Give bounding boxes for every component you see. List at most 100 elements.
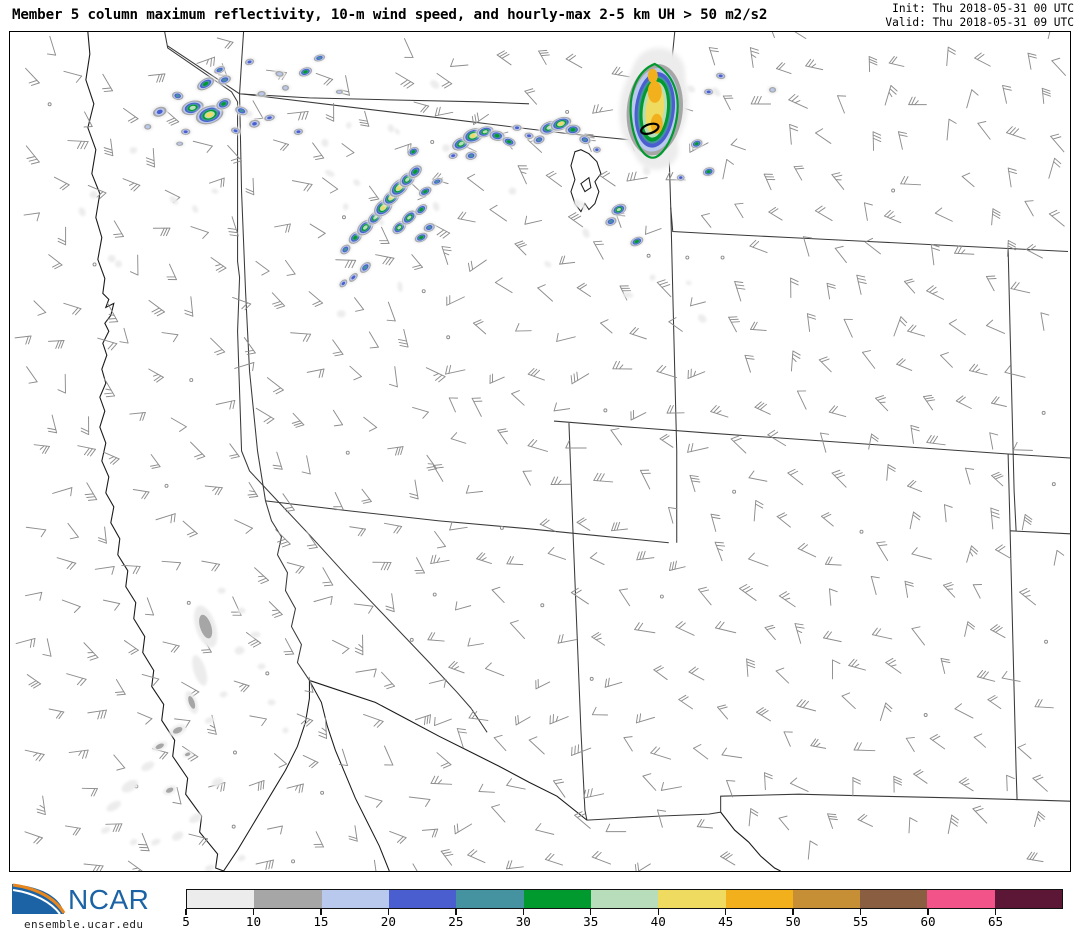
reflectivity-contour: [770, 88, 775, 92]
wind-barb-flag: [954, 245, 959, 254]
wind-barb-flag: [778, 63, 786, 70]
wind-barb-flag: [887, 466, 896, 472]
reflectivity-contour: [233, 129, 238, 133]
wind-barb-flag: [25, 335, 29, 345]
wind-barb-flag: [1007, 245, 1016, 251]
wind-barb-flag: [245, 527, 253, 534]
colorbar-gradient[interactable]: [186, 889, 1063, 909]
wind-barb-flag: [748, 470, 755, 479]
ncar-arc-white: [12, 888, 61, 915]
wind-barb: [341, 143, 355, 154]
reflectivity-contour: [527, 134, 532, 138]
reflectivity-contour: [234, 646, 245, 655]
wind-barb: [668, 321, 683, 332]
wind-barb-flag: [107, 318, 117, 320]
wind-barb-flag: [351, 259, 357, 269]
colorbar-tick-label: 45: [718, 914, 734, 929]
wind-barb-flag: [1026, 851, 1033, 860]
wind-barb-flag: [909, 480, 917, 488]
wind-barb-flag: [871, 627, 878, 636]
page-title: Member 5 column maximum reflectivity, 10…: [12, 7, 768, 23]
wind-barb-flag: [104, 149, 113, 154]
reflectivity-contour: [217, 68, 222, 72]
wind-barb-flag: [739, 584, 748, 589]
wind-barb-flag: [750, 321, 756, 330]
wind-barb-flag: [386, 319, 396, 322]
wind-barb-flag: [323, 77, 331, 85]
wind-barb-flag: [573, 589, 582, 595]
wind-barb: [428, 678, 447, 684]
wind-barb-flag: [669, 405, 674, 414]
wind-barb-flag: [990, 624, 998, 631]
border-id-or: [239, 32, 245, 94]
wind-barb-flag: [274, 303, 284, 307]
wind-barb-flag: [161, 752, 169, 760]
wind-barb-flag: [872, 131, 882, 136]
reflectivity-contour: [622, 292, 634, 298]
reflectivity-contour: [211, 777, 224, 787]
border-us-mexico: [309, 679, 588, 821]
wind-barb-flag: [30, 681, 39, 687]
wind-barb: [308, 676, 314, 693]
wind-barb-flag: [960, 249, 966, 255]
wind-barb: [864, 241, 881, 255]
wind-barb-flag: [716, 704, 726, 708]
wind-barb-flag: [176, 562, 182, 571]
reflectivity-contour: [204, 717, 215, 724]
wind-barb-flag: [1024, 514, 1033, 520]
wind-barb-flag: [383, 561, 389, 571]
wind-barb-flag: [485, 662, 492, 670]
wind-barb-flag: [70, 487, 73, 497]
wind-barb: [33, 300, 47, 313]
wind-barb-flag: [376, 800, 383, 808]
wind-barb-flag: [311, 761, 319, 769]
wind-barb-flag: [961, 778, 969, 785]
wind-barb-flag: [656, 364, 663, 372]
wind-barb-flag: [817, 207, 826, 213]
reflectivity-contour: [432, 201, 440, 212]
wind-barb-flag: [36, 808, 46, 812]
wind-barb-flag: [172, 334, 179, 343]
wind-barb-calm: [233, 750, 237, 755]
wind-barb: [985, 325, 1005, 334]
wind-barb-flag: [33, 637, 36, 648]
wind-barb-flag: [202, 231, 209, 239]
wind-barb-flag: [710, 405, 717, 413]
wind-barb-flag: [105, 395, 116, 398]
wind-barb-flag: [248, 639, 257, 644]
wind-barb-flag: [833, 472, 843, 476]
reflectivity-contour: [107, 255, 116, 263]
wind-barb-flag: [890, 84, 898, 92]
wind-barb: [1024, 200, 1034, 217]
wind-barb-flag: [227, 41, 234, 50]
wind-barb-flag: [190, 756, 199, 762]
wind-barb-flag: [422, 411, 429, 419]
wind-barb-flag: [668, 561, 672, 571]
wind-barb-flag: [96, 865, 101, 871]
wind-barb: [796, 390, 807, 410]
wind-barb-flag: [718, 621, 725, 630]
wind-barb-flag: [593, 240, 603, 243]
wind-barb-flag: [397, 446, 401, 456]
wind-barb-flag: [974, 808, 984, 812]
wind-barb-flag: [853, 663, 860, 668]
wind-barb-flag: [78, 750, 83, 756]
reflectivity-contour: [324, 170, 335, 177]
wind-barb-flag: [135, 565, 141, 575]
colorbar[interactable]: 5 10 15 20 25 30 35 40 45 50 55 60 65: [182, 889, 1063, 931]
wind-barb-flag: [905, 280, 915, 284]
wind-barb-flag: [809, 840, 818, 846]
ncar-logo[interactable]: NCAR ensemble.ucar.edu: [6, 880, 176, 932]
wind-barb-flag: [244, 303, 252, 311]
logo-url[interactable]: ensemble.ucar.edu: [24, 918, 144, 931]
wind-barb: [668, 506, 674, 524]
wind-barb-flag: [911, 96, 916, 106]
wind-barb-flag: [184, 313, 194, 317]
wind-barb-flag: [994, 475, 1004, 480]
wind-barb-flag: [115, 823, 120, 832]
reflectivity-contour: [342, 203, 349, 211]
map-panel[interactable]: [9, 31, 1071, 872]
wind-barb: [161, 560, 182, 564]
wind-barb-flag: [947, 49, 956, 55]
reflectivity-contour: [189, 813, 203, 824]
